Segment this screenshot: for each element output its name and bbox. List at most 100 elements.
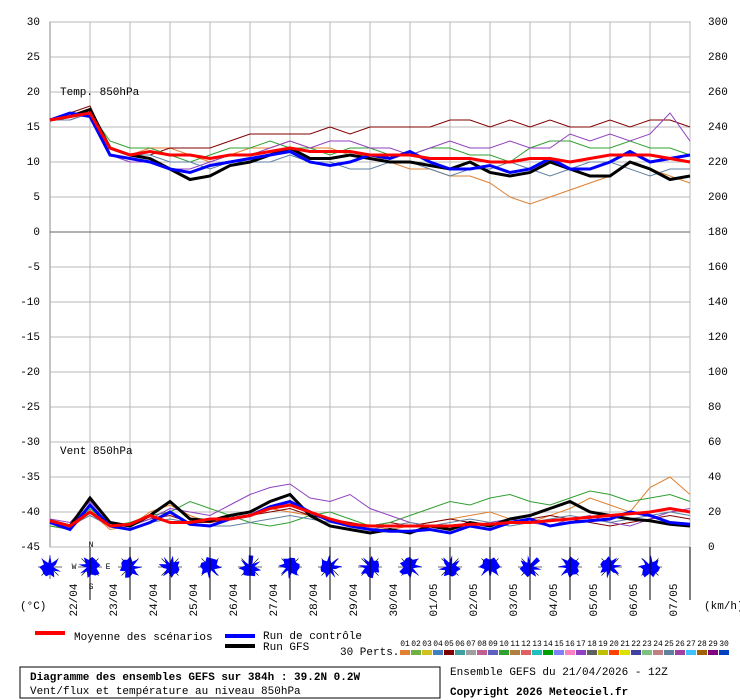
y2-tick-label: 60 [708,437,721,449]
pert-legend-swatch [631,650,641,655]
x-tick-label: 07/05 [669,583,681,616]
chart-subtitle: Vent/flux et température au niveau 850hP… [30,686,301,698]
y2-tick-label: 20 [708,507,721,519]
x-tick-label: 04/05 [549,583,561,616]
pert-legend-swatch [532,650,542,655]
y-unit: (°C) [20,601,46,613]
wind-rose [358,555,380,579]
pert-legend-label: 28 [697,640,707,649]
pert-legend-swatch [488,650,498,655]
pert-legend-swatch [686,650,696,655]
pert-legend-swatch [444,650,454,655]
pert-legend-label: 23 [642,640,652,649]
wind-rose [558,556,580,578]
y2-tick-label: 140 [708,297,728,309]
compass-label: S [89,583,94,592]
perts-label: 30 Perts. [340,647,399,659]
y2-unit: (km/h) [704,601,740,613]
temp-line [49,107,691,182]
pert-legend-label: 13 [532,640,542,649]
y-tick-label: 5 [33,192,40,204]
wind-rose [320,555,342,578]
pert-legend-label: 15 [554,640,564,649]
pert-legend-label: 02 [411,640,421,649]
copyright: Copyright 2026 Meteociel.fr [450,687,628,699]
pert-legend-label: 14 [543,640,553,649]
x-tick-label: 22/04 [69,583,81,616]
pert-legend-swatch [642,650,652,655]
x-tick-label: 01/05 [429,583,441,616]
y-tick-label: -45 [20,542,40,554]
y-tick-label: 30 [27,17,40,29]
pert-legend-label: 12 [521,640,531,649]
pert-legend-label: 03 [422,640,432,649]
y-tick-label: 25 [27,52,40,64]
pert-legend-swatch [598,650,608,655]
wind-rose [399,557,422,579]
pert-legend-label: 17 [576,640,586,649]
pert-legend-label: 19 [598,640,608,649]
legend-label: Moyenne des scénarios [74,632,213,644]
y-tick-label: -20 [20,367,40,379]
wind-rose [200,557,222,579]
y-tick-label: -35 [20,472,40,484]
pert-legend-label: 09 [488,640,498,649]
pert-legend-label: 26 [675,640,685,649]
compass-label: W [72,563,77,572]
pert-legend-label: 07 [466,640,476,649]
temp-line [49,111,691,164]
pert-legend-label: 29 [708,640,718,649]
pert-legend-label: 25 [664,640,674,649]
y2-tick-label: 40 [708,472,721,484]
pert-legend-swatch [697,650,707,655]
pert-legend-label: 06 [455,640,465,649]
pert-legend-swatch [400,650,410,655]
temp-line [50,112,690,177]
compass-label: N [89,541,94,550]
pert-legend-label: 10 [499,640,509,649]
y2-tick-label: 240 [708,122,728,134]
pert-legend-swatch [576,650,586,655]
y-tick-label: -25 [20,402,40,414]
pert-legend-label: 04 [433,640,443,649]
x-tick-label: 26/04 [229,583,241,616]
y2-tick-label: 280 [708,52,728,64]
pert-legend-swatch [422,650,432,655]
x-tick-label: 03/05 [509,583,521,616]
y2-tick-label: 0 [708,542,715,554]
pert-legend-swatch [587,650,597,655]
wind-rose [638,555,661,578]
compass-label: E [106,563,111,572]
wind-line [49,503,691,528]
pert-legend-label: 24 [653,640,663,649]
pert-legend-swatch [411,650,421,655]
title-box [19,666,441,699]
y-tick-label: 15 [27,122,40,134]
wind-rose [119,555,142,578]
pert-legend-swatch [499,650,509,655]
y-tick-label: 10 [27,157,40,169]
run-info: Ensemble GEFS du 21/04/2026 - 12Z [450,667,668,679]
pert-legend-label: 18 [587,640,597,649]
y2-tick-label: 260 [708,87,728,99]
pert-legend-swatch [708,650,718,655]
pert-legend-swatch [455,650,465,655]
x-tick-label: 30/04 [389,583,401,616]
y-tick-label: 0 [33,227,40,239]
pert-legend-swatch [521,650,531,655]
y-tick-label: -40 [20,507,40,519]
x-tick-label: 02/05 [469,583,481,616]
legend-label: Run GFS [263,642,310,654]
pert-legend-swatch [719,650,729,655]
wind-rose [600,556,622,579]
y-tick-label: -30 [20,437,40,449]
y2-tick-label: 100 [708,367,728,379]
y2-tick-label: 120 [708,332,728,344]
pert-legend-swatch [609,650,619,655]
x-tick-label: 06/05 [629,583,641,616]
pert-legend-swatch [565,650,575,655]
pert-legend-label: 30 [719,640,729,649]
pert-legend-label: 21 [620,640,630,649]
x-tick-label: 29/04 [349,583,361,616]
